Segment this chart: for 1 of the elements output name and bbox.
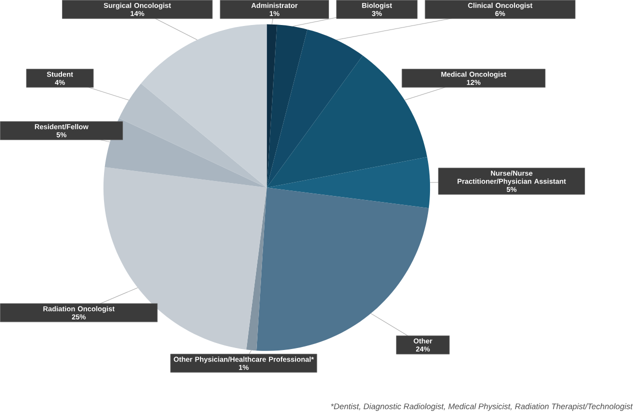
text: *Dentist, Diagnostic Radiologist, Medical Physicist, Radiation Therapist/Technologist [330, 403, 633, 411]
